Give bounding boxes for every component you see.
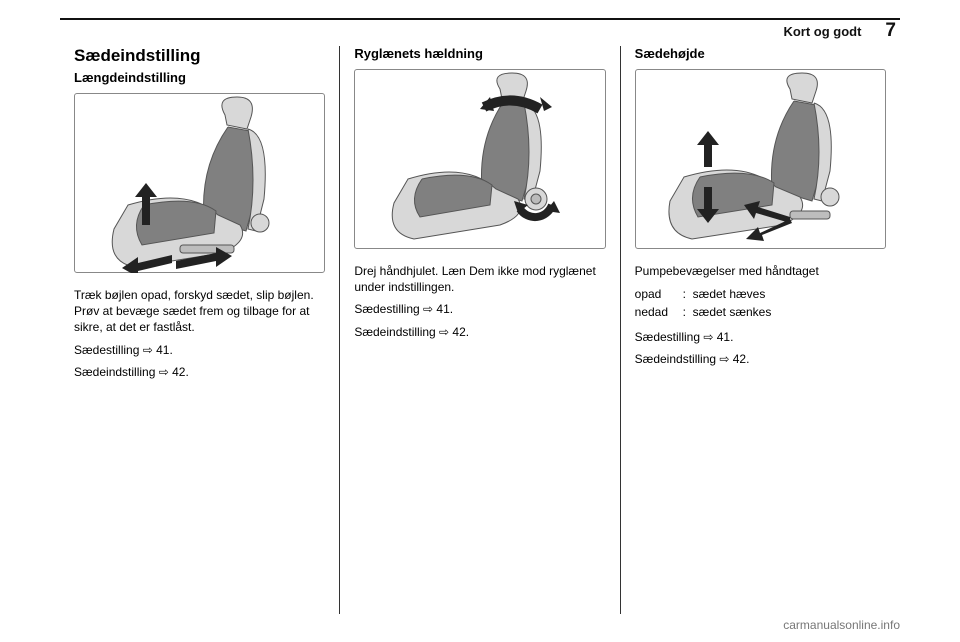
- colon: :: [683, 285, 693, 303]
- subsection-heading: Længdeindstilling: [74, 70, 325, 85]
- watermark: carmanualsonline.info: [783, 618, 900, 632]
- body-text: Drej håndhjulet. Læn Dem ikke mod ryglæn…: [354, 263, 605, 295]
- list-item: opad : sædet hæves: [635, 285, 886, 303]
- subsection-heading: Sædehøjde: [635, 46, 886, 61]
- page-number: 7: [885, 20, 896, 42]
- manual-page: Kort og godt 7 Sædeindstilling Længdeind…: [60, 18, 900, 614]
- body-text: Træk bøjlen opad, forskyd sædet, slip bø…: [74, 287, 325, 336]
- definition-list: opad : sædet hæves nedad : sædet sænkes: [635, 285, 886, 321]
- chapter-title: Kort og godt: [783, 24, 861, 39]
- column-3: Sædehøjde: [620, 46, 900, 614]
- ref-link: Sædeindstilling ⇨ 42.: [354, 324, 605, 340]
- content-columns: Sædeindstilling Længdeindstilling: [60, 46, 900, 614]
- term: opad: [635, 285, 683, 303]
- page-header: Kort og godt 7: [60, 20, 900, 46]
- section-heading: Sædeindstilling: [74, 46, 325, 66]
- ref-link: Sædeindstilling ⇨ 42.: [635, 351, 886, 367]
- ref-link: Sædeindstilling ⇨ 42.: [74, 364, 325, 380]
- column-2: Ryglænets hældning: [339, 46, 619, 614]
- figure-seat-longitudinal: [74, 93, 325, 273]
- colon: :: [683, 303, 693, 321]
- figure-seat-height: [635, 69, 886, 249]
- column-1: Sædeindstilling Længdeindstilling: [60, 46, 339, 614]
- definition: sædet hæves: [693, 285, 886, 303]
- body-text: Pumpebevægelser med håndtaget: [635, 263, 886, 279]
- term: nedad: [635, 303, 683, 321]
- ref-link: Sædestilling ⇨ 41.: [354, 301, 605, 317]
- list-item: nedad : sædet sænkes: [635, 303, 886, 321]
- definition: sædet sænkes: [693, 303, 886, 321]
- figure-seat-backrest: [354, 69, 605, 249]
- ref-link: Sædestilling ⇨ 41.: [635, 329, 886, 345]
- ref-link: Sædestilling ⇨ 41.: [74, 342, 325, 358]
- subsection-heading: Ryglænets hældning: [354, 46, 605, 61]
